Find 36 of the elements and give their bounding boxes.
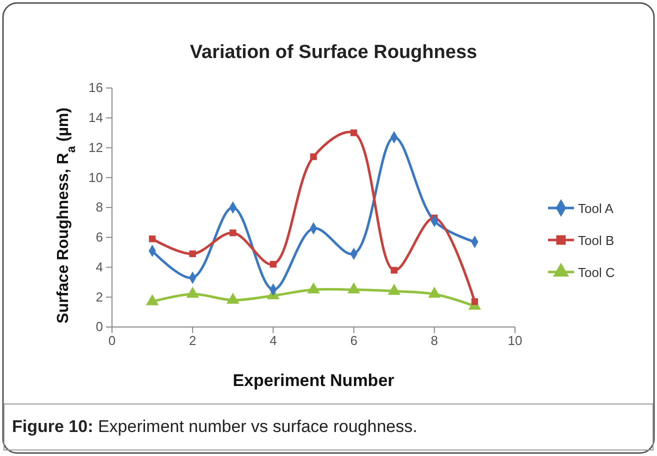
point <box>310 153 317 160</box>
point <box>146 294 159 306</box>
point <box>347 282 360 294</box>
y-tick-label: 14 <box>88 110 103 126</box>
point <box>148 236 156 242</box>
x-tick-label: 8 <box>430 333 438 348</box>
y-tick-label: 10 <box>88 170 103 185</box>
point <box>307 282 320 294</box>
x-tick-label: 10 <box>508 333 522 348</box>
point <box>390 266 398 274</box>
legend-label: Tool A <box>578 201 614 216</box>
point <box>189 250 196 258</box>
point <box>388 284 400 295</box>
y-tick-label: 6 <box>96 230 103 245</box>
y-tick-label: 12 <box>88 140 103 155</box>
point <box>428 286 441 298</box>
point <box>230 230 236 236</box>
y-tick-label: 8 <box>96 200 103 215</box>
point <box>471 298 478 305</box>
legend-label: Tool C <box>578 265 615 280</box>
x-axis-title: Experiment Number <box>232 371 395 390</box>
x-tick-label: 0 <box>108 333 116 348</box>
chart-title: Variation of Surface Roughness <box>190 42 478 63</box>
y-tick-label: 0 <box>96 319 103 334</box>
x-tick-label: 6 <box>350 333 358 348</box>
y-tick-label: 2 <box>96 289 103 304</box>
point <box>226 292 240 304</box>
x-tick-label: 4 <box>270 333 277 348</box>
x-tick-label: 2 <box>188 333 196 348</box>
y-tick-label: 16 <box>88 80 103 96</box>
point <box>270 260 277 268</box>
legend-label: Tool B <box>578 233 614 248</box>
point <box>350 129 358 136</box>
caption: Figure 10: Experiment number vs surface roughness. <box>12 417 418 436</box>
point <box>186 286 199 298</box>
y-tick-label: 4 <box>96 259 103 274</box>
